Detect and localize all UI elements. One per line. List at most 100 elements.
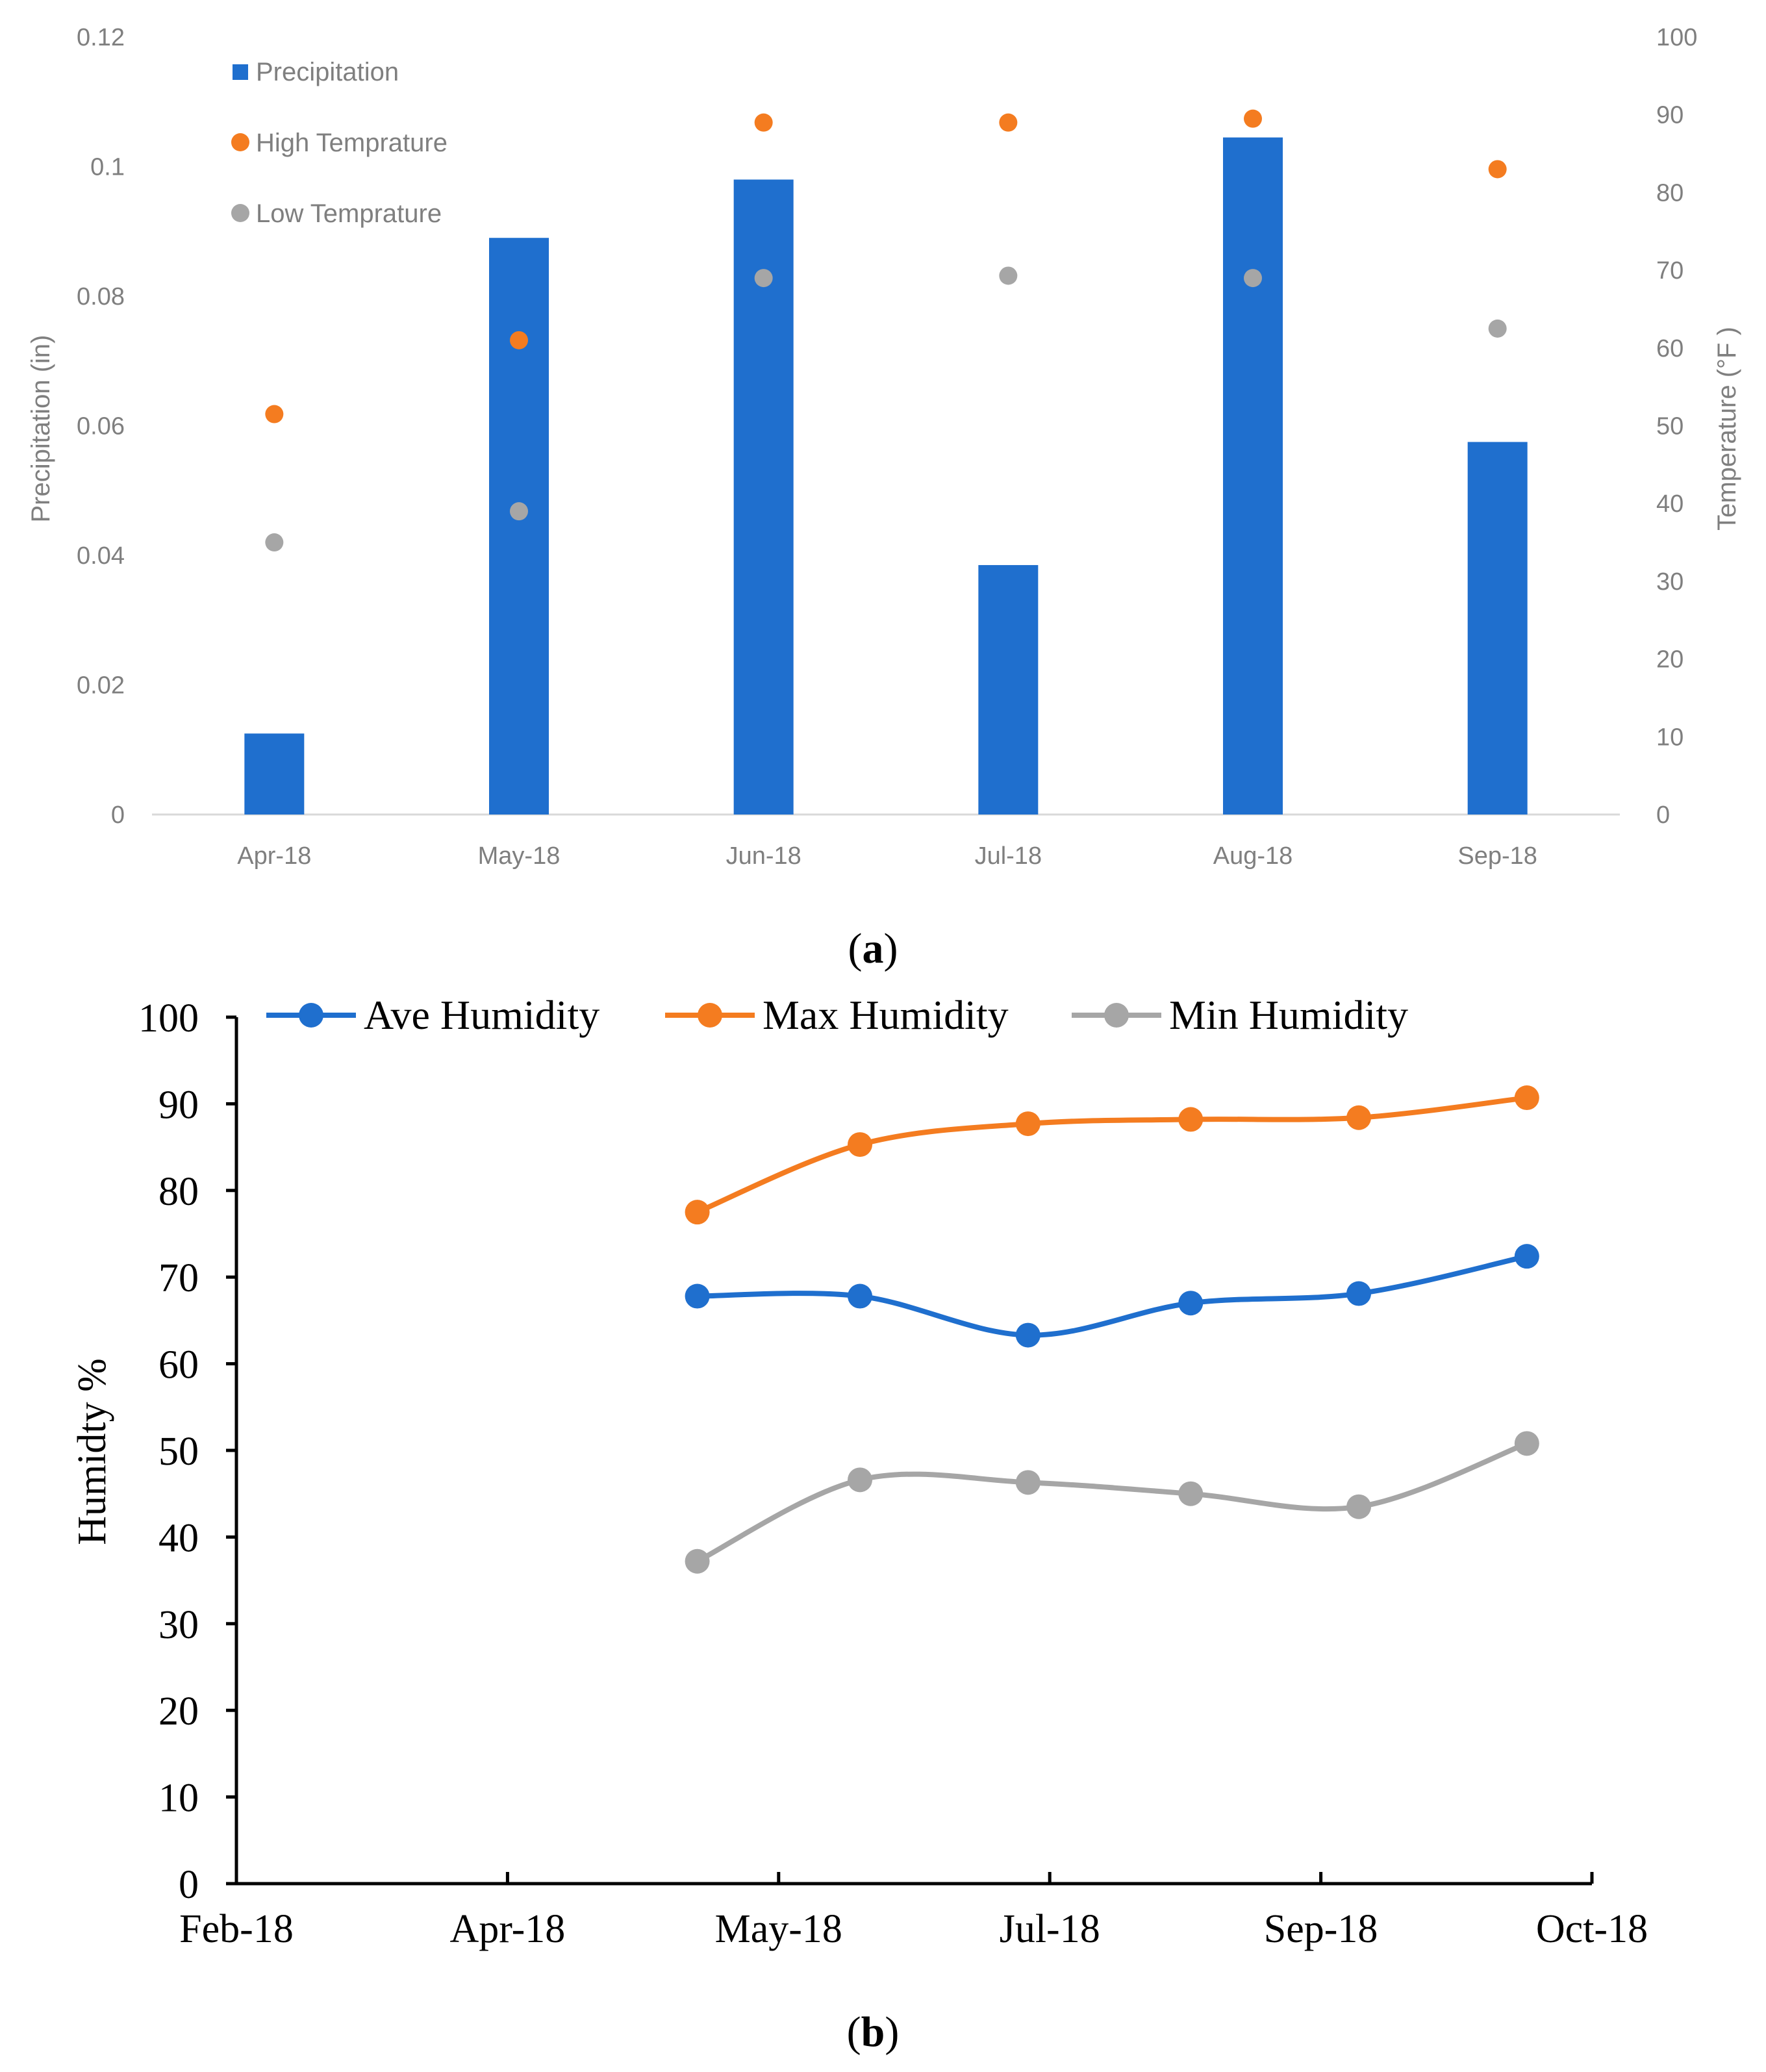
low-temperature-point bbox=[999, 266, 1018, 285]
y-tick-label: 80 bbox=[158, 1170, 199, 1214]
legend-label-low-temperature: Low Temprature bbox=[256, 199, 442, 228]
legend-label-high-temperature: High Temprature bbox=[256, 129, 448, 157]
legend-label-ave: Ave Humidity bbox=[364, 992, 599, 1038]
y2-tick-label: 40 bbox=[1656, 490, 1684, 518]
y-axis-ticks: 0 10 20 30 40 50 60 70 80 90 100 bbox=[138, 996, 236, 1907]
low-temperature-points bbox=[265, 266, 1507, 552]
low-temperature-point bbox=[1488, 319, 1507, 338]
legend: Precipitation High Temprature Low Tempra… bbox=[231, 58, 448, 228]
x-tick-label: Feb-18 bbox=[179, 1907, 294, 1951]
high-temperature-point bbox=[265, 405, 284, 423]
min-humidity-point bbox=[1178, 1481, 1204, 1506]
y2-tick-label: 70 bbox=[1656, 257, 1684, 284]
y-tick-label: 0.02 bbox=[77, 672, 125, 700]
y2-tick-label: 20 bbox=[1656, 646, 1684, 674]
y2-tick-label: 0 bbox=[1656, 802, 1670, 829]
y-tick-label: 20 bbox=[158, 1689, 199, 1734]
x-tick-label: May-18 bbox=[715, 1907, 842, 1951]
max-humidity-line bbox=[694, 1095, 1530, 1215]
legend-label-min: Min Humidity bbox=[1169, 992, 1408, 1038]
left-axis-ticks: 0 0.02 0.04 0.06 0.08 0.1 0.12 bbox=[77, 24, 125, 829]
min-humidity-point bbox=[848, 1467, 873, 1493]
x-tick-label: May-18 bbox=[478, 842, 561, 870]
x-tick-label: Sep-18 bbox=[1264, 1907, 1378, 1951]
x-axis-ticks: Apr-18 May-18 Jun-18 Jul-18 Aug-18 Sep-18 bbox=[237, 842, 1537, 870]
y2-tick-label: 30 bbox=[1656, 568, 1684, 596]
max-humidity-point bbox=[685, 1200, 710, 1225]
high-temperature-point bbox=[999, 113, 1018, 132]
legend-marker-max bbox=[698, 1003, 722, 1028]
low-temperature-point bbox=[754, 269, 773, 288]
legend-marker-min bbox=[1104, 1003, 1129, 1028]
y-tick-label: 0.1 bbox=[90, 154, 125, 181]
y2-tick-label: 60 bbox=[1656, 335, 1684, 362]
y2-tick-label: 100 bbox=[1656, 24, 1697, 51]
y-tick-label: 30 bbox=[158, 1603, 199, 1647]
y2-axis-title: Temperature (°F ) bbox=[1713, 327, 1741, 531]
y-tick-label: 70 bbox=[158, 1256, 199, 1300]
max-humidity-point bbox=[848, 1132, 873, 1157]
panel-label-b: (b) bbox=[847, 2008, 900, 2056]
x-tick-label: Sep-18 bbox=[1457, 842, 1537, 870]
max-humidity-point bbox=[1514, 1085, 1539, 1111]
legend-label-precipitation: Precipitation bbox=[256, 58, 399, 86]
x-tick-label: Apr-18 bbox=[449, 1907, 565, 1951]
y-tick-label: 100 bbox=[138, 996, 199, 1041]
min-humidity-point bbox=[1514, 1431, 1539, 1456]
legend: Ave Humidity Max Humidity Min Humidity bbox=[266, 992, 1408, 1038]
y-tick-label: 10 bbox=[158, 1776, 199, 1821]
humidity-chart: 0 10 20 30 40 50 60 70 80 90 100 Feb-18 Apr-18 May-1… bbox=[70, 992, 1648, 2056]
max-humidity-point bbox=[1015, 1111, 1041, 1137]
max-humidity-point bbox=[1178, 1107, 1204, 1132]
y-tick-label: 60 bbox=[158, 1343, 199, 1387]
y2-tick-label: 10 bbox=[1656, 724, 1684, 751]
precipitation-bar bbox=[244, 733, 305, 815]
x-tick-label: Apr-18 bbox=[237, 842, 311, 870]
right-axis-ticks: 0 10 20 30 40 50 60 70 80 90 100 bbox=[1656, 24, 1697, 829]
precipitation-bar bbox=[978, 564, 1039, 815]
min-humidity-line bbox=[694, 1441, 1530, 1564]
y-tick-label: 0.06 bbox=[77, 413, 125, 440]
legend-swatch-precipitation bbox=[233, 64, 248, 80]
y-axis-title: Humidty % bbox=[70, 1358, 114, 1545]
y-tick-label: 0.08 bbox=[77, 283, 125, 310]
high-temperature-points bbox=[265, 109, 1507, 423]
ave-humidity-point bbox=[1514, 1244, 1539, 1269]
min-humidity-point bbox=[685, 1548, 710, 1574]
ave-humidity-point bbox=[685, 1283, 710, 1309]
ave-humidity-point bbox=[1015, 1322, 1041, 1348]
humidity-series bbox=[685, 1085, 1539, 1574]
legend-swatch-high-temperature bbox=[231, 133, 249, 151]
low-temperature-point bbox=[265, 533, 284, 552]
legend-marker-ave bbox=[299, 1003, 323, 1028]
y-tick-label: 50 bbox=[158, 1430, 199, 1474]
y-tick-label: 0.12 bbox=[77, 24, 125, 51]
x-tick-label: Aug-18 bbox=[1213, 842, 1293, 870]
ave-humidity-line bbox=[694, 1254, 1530, 1338]
high-temperature-point bbox=[754, 113, 773, 132]
precipitation-bar bbox=[1223, 137, 1283, 815]
precipitation-bars bbox=[244, 137, 1528, 815]
x-tick-label: Jul-18 bbox=[975, 842, 1042, 870]
x-tick-label: Oct-18 bbox=[1536, 1907, 1648, 1951]
min-humidity-point bbox=[1015, 1470, 1041, 1495]
precipitation-bar bbox=[489, 238, 549, 815]
legend-label-max: Max Humidity bbox=[763, 992, 1009, 1038]
low-temperature-point bbox=[1244, 269, 1262, 288]
panel-label-a: (a) bbox=[848, 925, 898, 972]
low-temperature-point bbox=[510, 502, 528, 521]
ave-humidity-point bbox=[1178, 1291, 1204, 1316]
min-humidity-point bbox=[1346, 1494, 1372, 1519]
high-temperature-point bbox=[1488, 160, 1507, 179]
max-humidity-point bbox=[1346, 1105, 1372, 1130]
y2-tick-label: 90 bbox=[1656, 102, 1684, 129]
ave-humidity-point bbox=[1346, 1281, 1372, 1306]
y-tick-label: 0.04 bbox=[77, 542, 125, 570]
x-tick-label: Jun-18 bbox=[726, 842, 801, 870]
y2-tick-label: 80 bbox=[1656, 179, 1684, 207]
y-tick-label: 0 bbox=[179, 1863, 199, 1907]
high-temperature-point bbox=[1244, 109, 1262, 128]
ave-humidity-point bbox=[848, 1283, 873, 1309]
x-tick-label: Jul-18 bbox=[1000, 1907, 1100, 1951]
